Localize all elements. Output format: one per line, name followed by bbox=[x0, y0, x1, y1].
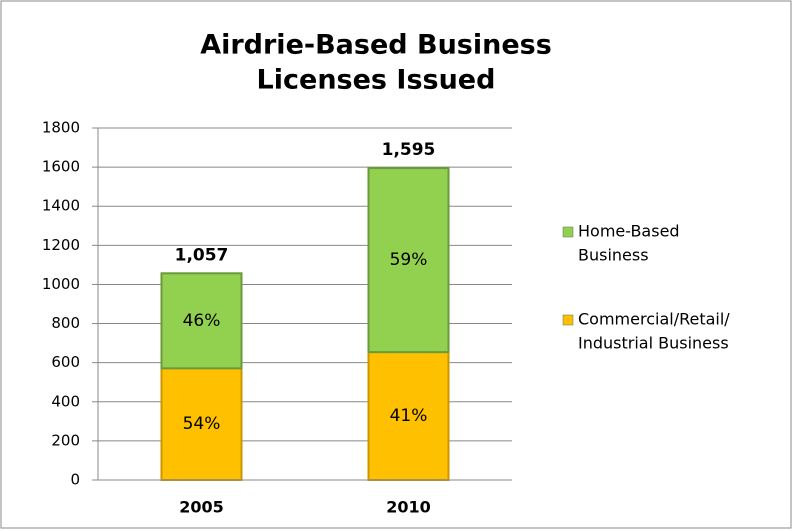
chart-title: Licenses Issued bbox=[257, 65, 496, 96]
x-tick-label: 2010 bbox=[386, 498, 431, 517]
legend-label: Industrial Business bbox=[578, 334, 729, 353]
y-tick-label: 400 bbox=[51, 392, 80, 410]
total-label: 1,057 bbox=[175, 245, 229, 265]
y-tick-label: 1600 bbox=[42, 158, 80, 176]
y-tick-label: 0 bbox=[70, 471, 80, 489]
y-tick-label: 600 bbox=[51, 353, 80, 371]
percent-label: 41% bbox=[390, 406, 428, 426]
legend-swatch bbox=[562, 314, 574, 326]
y-tick-label: 1400 bbox=[42, 197, 80, 215]
percent-label: 59% bbox=[390, 250, 428, 270]
legend-label: Commercial/Retail/ bbox=[578, 310, 730, 329]
y-tick-label: 200 bbox=[51, 431, 80, 449]
legend-swatch bbox=[562, 226, 574, 238]
y-tick-label: 800 bbox=[51, 314, 80, 332]
bar-segment bbox=[160, 272, 243, 370]
legend-label: Home-Based bbox=[578, 222, 680, 241]
legend-label: Business bbox=[578, 246, 649, 265]
bar-segment bbox=[160, 367, 243, 481]
total-label: 1,595 bbox=[382, 140, 436, 160]
chart-title: Airdrie-Based Business bbox=[200, 30, 552, 61]
percent-label: 54% bbox=[183, 414, 221, 434]
bar-segment bbox=[367, 167, 450, 354]
x-tick-label: 2005 bbox=[179, 498, 224, 517]
y-tick-label: 1800 bbox=[42, 119, 80, 137]
percent-label: 46% bbox=[183, 311, 221, 331]
y-tick-label: 1200 bbox=[42, 236, 80, 254]
y-tick-label: 1000 bbox=[42, 275, 80, 293]
